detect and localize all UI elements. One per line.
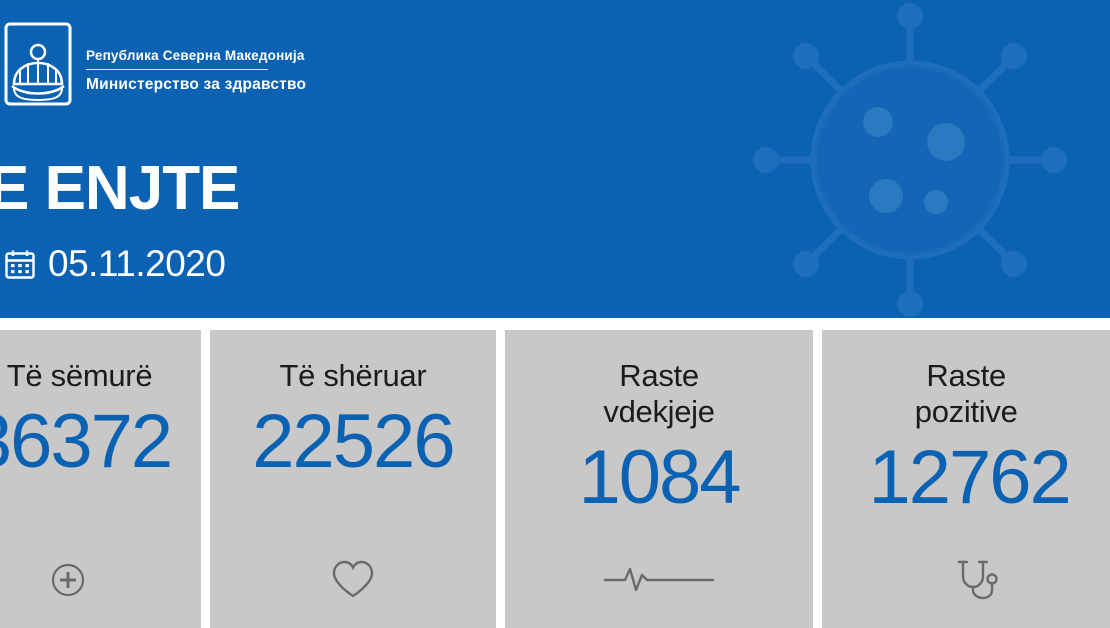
report-date: 05.11.2020 <box>4 243 226 284</box>
coronavirus-icon <box>753 3 1067 317</box>
stat-card-sick: Të sëmurë 36372 <box>0 330 202 628</box>
heart-icon <box>326 556 380 602</box>
header-banner: Република Северна Македонија Министерств… <box>0 0 1110 318</box>
stat-label: Të sëmurë <box>6 358 153 393</box>
stat-value: 12762 <box>868 435 1071 520</box>
coat-of-arms-icon <box>4 22 72 106</box>
stat-label: Raste vdekjeje <box>603 358 715 429</box>
date-text: 05.11.2020 <box>48 243 226 284</box>
stats-row: Të sëmurë 36372 Të shëruar 22526 Raste v… <box>0 330 1110 628</box>
ministry-brand: Република Северна Македонија Министерств… <box>0 22 306 106</box>
brand-divider <box>86 69 268 70</box>
stethoscope-icon <box>947 556 1001 602</box>
brand-country-line: Република Северна Македонија <box>86 48 305 63</box>
stat-card-positive: Raste pozitive 12762 <box>822 330 1110 628</box>
stat-value: 36372 <box>0 399 173 484</box>
stat-value: 1084 <box>578 435 742 520</box>
brand-ministry-line: Министерство за здравство <box>86 76 307 93</box>
stat-card-deaths: Raste vdekjeje 1084 <box>504 330 814 628</box>
page-title: E ENJTE <box>0 154 240 223</box>
stat-value: 22526 <box>252 399 455 484</box>
stat-label: Të shëruar <box>279 358 427 393</box>
heartbeat-line-icon <box>603 556 715 602</box>
calendar-icon <box>5 250 35 279</box>
plus-circle-icon <box>41 556 95 602</box>
stat-label: Raste pozitive <box>914 358 1018 429</box>
stat-card-recovered: Të shëruar 22526 <box>210 330 496 628</box>
